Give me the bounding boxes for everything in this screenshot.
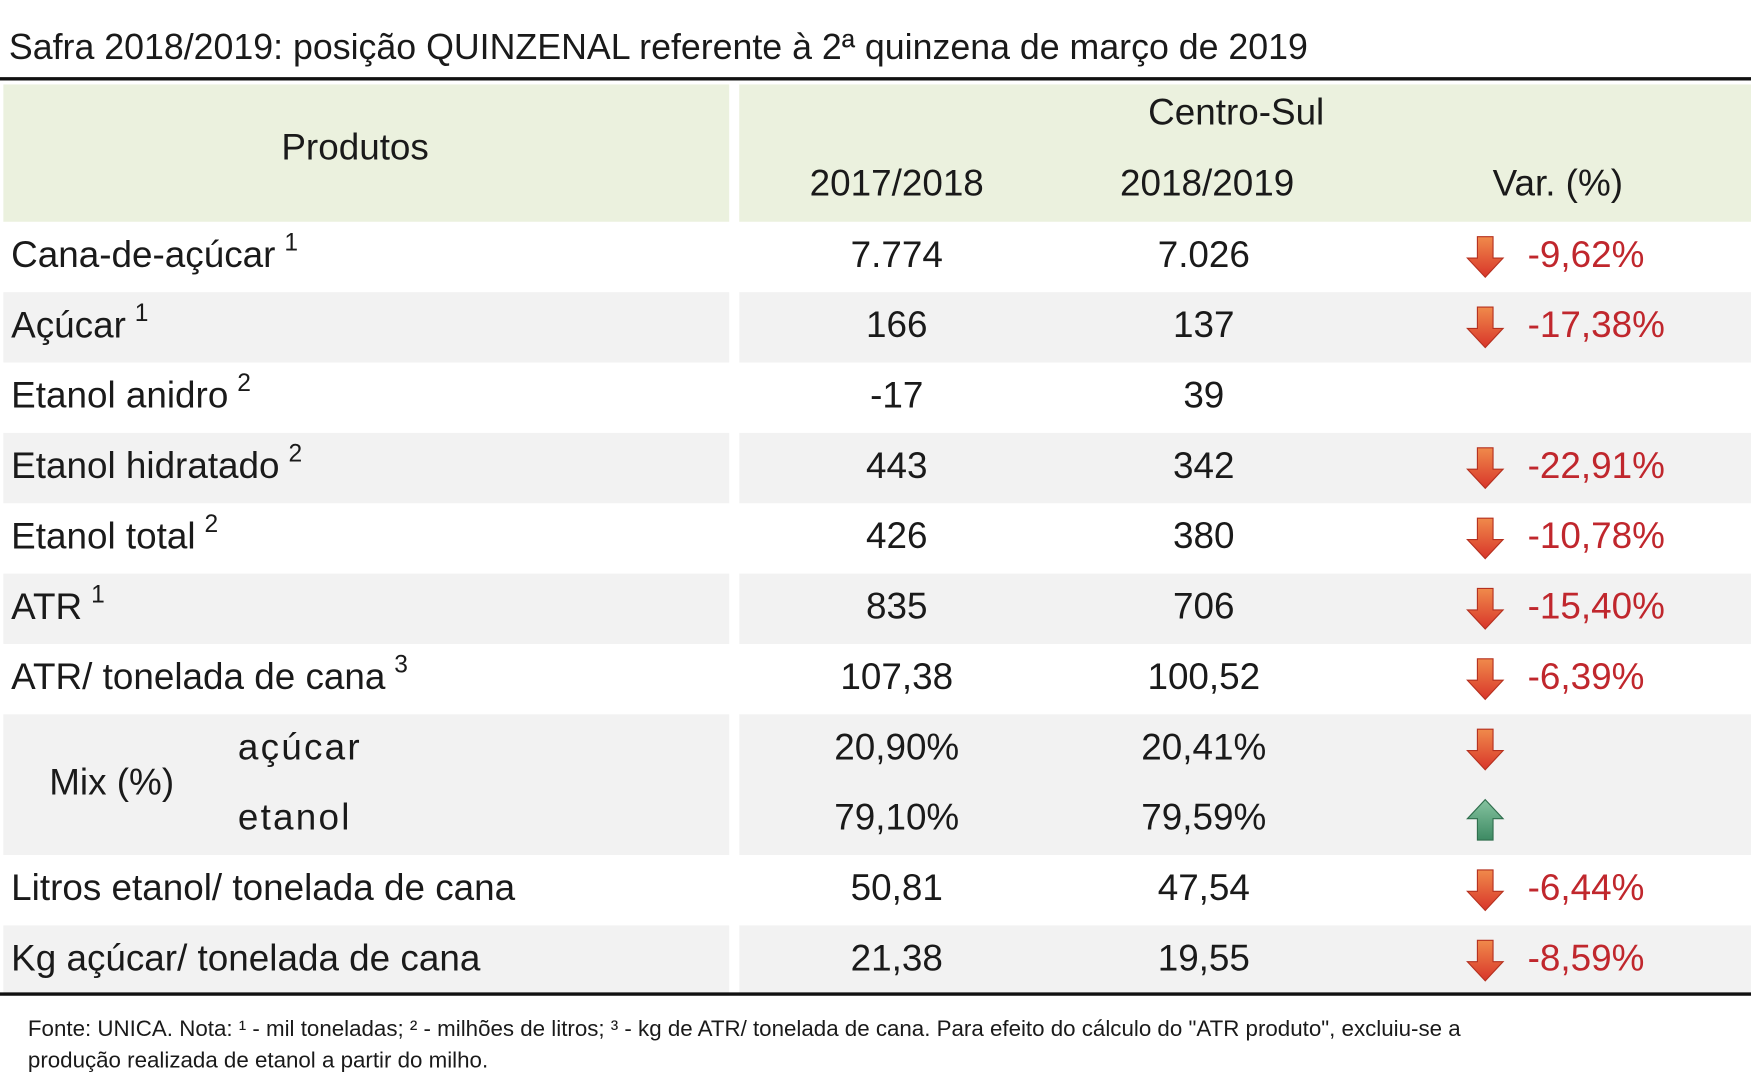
group-label: Mix (%) <box>49 761 174 802</box>
header-column: Var. (%) <box>1493 162 1623 203</box>
trend-arrow <box>1466 658 1505 701</box>
note-mark: 2 <box>204 510 218 537</box>
note-mark: 1 <box>135 299 149 326</box>
header-bg <box>739 84 1751 222</box>
product: ATR 1 <box>11 581 105 627</box>
row-bg <box>739 573 1751 644</box>
cell-value: 706 <box>1173 585 1234 626</box>
row-bg <box>3 925 730 996</box>
note-mark: 1 <box>284 229 298 256</box>
cell-value: 39 <box>1183 374 1224 415</box>
row-bg <box>739 925 1751 996</box>
product: ATR/ tonelada de cana 3 <box>11 651 408 697</box>
trend-arrow <box>1466 517 1505 560</box>
footnote: produção realizada de etanol a partir do… <box>28 1047 488 1072</box>
variation: -6,44% <box>1528 867 1645 908</box>
product: Açúcar 1 <box>11 299 148 345</box>
product: Cana-de-açúcar 1 <box>11 229 298 275</box>
product-name: ATR <box>11 585 82 626</box>
cell-value: 21,38 <box>851 937 943 978</box>
product-name: Kg açúcar/ tonelada de cana <box>11 937 481 978</box>
row-bg <box>739 432 1751 504</box>
cell-value: 835 <box>866 585 927 626</box>
product: Litros etanol/ tonelada de cana <box>11 867 515 908</box>
cell-value: 100,52 <box>1147 656 1260 697</box>
product: Kg açúcar/ tonelada de cana <box>11 937 481 978</box>
trend-arrow <box>1466 447 1505 490</box>
trend-arrow <box>1466 798 1505 841</box>
trend-arrow <box>1466 236 1505 279</box>
variation: -6,39% <box>1528 656 1645 697</box>
variation: -15,40% <box>1528 585 1665 626</box>
header-bg <box>3 84 730 222</box>
note-mark: 2 <box>288 440 302 467</box>
cell-value: 342 <box>1173 445 1234 486</box>
header-column: 2018/2019 <box>1120 162 1294 203</box>
trend-arrow <box>1466 587 1505 630</box>
title: Safra 2018/2019: posição QUINZENAL refer… <box>9 27 1308 67</box>
product-name: Cana-de-açúcar <box>11 234 275 275</box>
product-name: Litros etanol/ tonelada de cana <box>11 867 515 908</box>
cell-value: 20,41% <box>1141 726 1266 767</box>
cell-value: 20,90% <box>834 726 959 767</box>
note-mark: 1 <box>91 581 105 608</box>
product-name: Etanol hidratado <box>11 445 279 486</box>
cell-value: 166 <box>866 304 927 345</box>
row-bg <box>3 292 730 363</box>
table-body: Cana-de-açúcar 1 7.774 7.026 -9,62% Açúcar 1 16… <box>3 229 1751 996</box>
cell-value: 47,54 <box>1158 867 1250 908</box>
cell-value: 7.026 <box>1158 234 1250 275</box>
product-name: Açúcar <box>11 304 126 345</box>
note-mark: 2 <box>237 370 251 397</box>
row-bg <box>739 714 1751 856</box>
cell-value: 137 <box>1173 304 1234 345</box>
variation: -17,38% <box>1528 304 1665 345</box>
product: Etanol total 2 <box>11 510 218 556</box>
product: etanol <box>238 797 352 838</box>
header-column: 2017/2018 <box>810 162 984 203</box>
product: açúcar <box>238 726 362 767</box>
row-bg <box>739 292 1751 363</box>
product-name: Etanol total <box>11 515 195 556</box>
cell-value: 380 <box>1173 515 1234 556</box>
cell-value: 79,59% <box>1141 797 1266 838</box>
variation: -8,59% <box>1528 937 1645 978</box>
header-region: Centro-Sul <box>1148 92 1324 133</box>
note-mark: 3 <box>394 651 408 678</box>
cell-value: 50,81 <box>851 867 943 908</box>
cell-value: 443 <box>866 445 927 486</box>
trend-arrow <box>1466 306 1505 349</box>
row-bg <box>3 573 730 644</box>
cell-value: 7.774 <box>851 234 943 275</box>
product-name: Etanol anidro <box>11 374 228 415</box>
trend-arrow <box>1466 728 1505 771</box>
footnote: Fonte: UNICA. Nota: ¹ - mil toneladas; ²… <box>28 1016 1461 1041</box>
product: Etanol anidro 2 <box>11 370 251 416</box>
row-bg <box>3 714 730 856</box>
product-name: ATR/ tonelada de cana <box>11 656 386 697</box>
cell-value: 19,55 <box>1158 937 1250 978</box>
variation: -10,78% <box>1528 515 1665 556</box>
variation: -9,62% <box>1528 234 1645 275</box>
cell-value: 426 <box>866 515 927 556</box>
cell-value: 107,38 <box>840 656 953 697</box>
trend-arrow <box>1466 939 1505 982</box>
variation: -22,91% <box>1528 445 1665 486</box>
cell-value: 79,10% <box>834 797 959 838</box>
product: Etanol hidratado 2 <box>11 440 302 486</box>
row-bg <box>3 432 730 504</box>
trend-arrow <box>1466 869 1505 912</box>
header-products: Produtos <box>281 126 428 167</box>
cell-value: -17 <box>870 374 923 415</box>
